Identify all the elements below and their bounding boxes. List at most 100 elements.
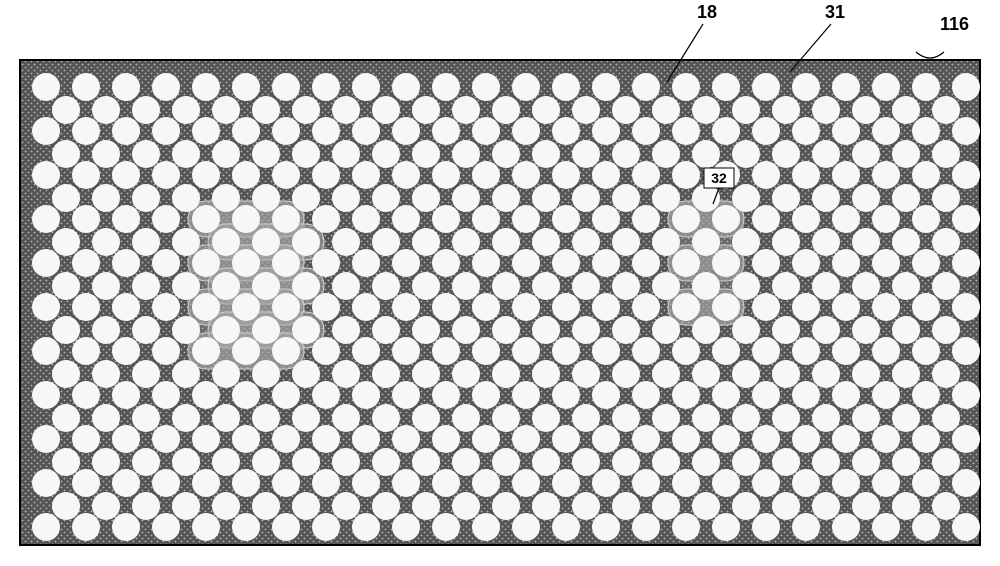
hole <box>152 425 180 453</box>
hole <box>412 96 440 124</box>
hole <box>712 205 740 233</box>
hole <box>492 360 520 388</box>
hole <box>552 381 580 409</box>
hole <box>892 404 920 432</box>
hole <box>112 469 140 497</box>
hole <box>572 140 600 168</box>
hole <box>332 184 360 212</box>
hole <box>552 513 580 541</box>
hole <box>212 184 240 212</box>
hole <box>172 360 200 388</box>
hole <box>872 249 900 277</box>
hole <box>932 316 960 344</box>
hole <box>732 228 760 256</box>
hole <box>492 272 520 300</box>
hole <box>572 96 600 124</box>
hole <box>852 404 880 432</box>
hole <box>932 140 960 168</box>
hole <box>912 337 940 365</box>
hole <box>472 337 500 365</box>
hole <box>372 228 400 256</box>
hole <box>112 73 140 101</box>
hole <box>812 96 840 124</box>
hole <box>632 161 660 189</box>
hole <box>152 381 180 409</box>
hole <box>812 360 840 388</box>
hole <box>752 249 780 277</box>
hole <box>152 249 180 277</box>
hole <box>632 117 660 145</box>
hole <box>952 293 980 321</box>
hole <box>452 272 480 300</box>
hole <box>212 228 240 256</box>
hole <box>332 272 360 300</box>
hole <box>472 425 500 453</box>
hole <box>532 492 560 520</box>
hole <box>32 205 60 233</box>
hole <box>932 404 960 432</box>
hole <box>612 228 640 256</box>
hole <box>932 184 960 212</box>
hole <box>852 272 880 300</box>
hole <box>632 73 660 101</box>
hole <box>72 469 100 497</box>
hole <box>632 425 660 453</box>
hole <box>692 404 720 432</box>
hole <box>72 249 100 277</box>
hole <box>532 228 560 256</box>
hole <box>912 425 940 453</box>
hole <box>192 425 220 453</box>
hole <box>832 117 860 145</box>
hole <box>432 425 460 453</box>
hole <box>212 492 240 520</box>
hole <box>492 184 520 212</box>
hole <box>512 293 540 321</box>
hole <box>912 469 940 497</box>
hole <box>712 381 740 409</box>
hole <box>872 73 900 101</box>
hole <box>732 140 760 168</box>
hole <box>852 360 880 388</box>
hole <box>792 249 820 277</box>
hole <box>392 381 420 409</box>
hole <box>792 205 820 233</box>
hole <box>192 161 220 189</box>
hole <box>852 96 880 124</box>
hole <box>392 117 420 145</box>
hole <box>112 513 140 541</box>
hole <box>792 337 820 365</box>
hole <box>792 381 820 409</box>
hole <box>372 272 400 300</box>
hole <box>632 337 660 365</box>
hole <box>592 469 620 497</box>
hole <box>752 513 780 541</box>
hole <box>252 140 280 168</box>
hole <box>932 272 960 300</box>
hole <box>852 492 880 520</box>
hole <box>292 96 320 124</box>
hole <box>952 73 980 101</box>
hole <box>612 492 640 520</box>
hole <box>432 117 460 145</box>
hole <box>132 448 160 476</box>
hole <box>32 73 60 101</box>
hole <box>532 272 560 300</box>
hole <box>292 228 320 256</box>
hole <box>32 469 60 497</box>
hole <box>72 425 100 453</box>
hole <box>292 316 320 344</box>
hole <box>272 513 300 541</box>
hole <box>292 492 320 520</box>
hole <box>612 140 640 168</box>
hole <box>492 228 520 256</box>
hole <box>352 205 380 233</box>
hole <box>172 316 200 344</box>
hole <box>892 184 920 212</box>
hole <box>512 469 540 497</box>
hole <box>952 381 980 409</box>
label-31: 31 <box>825 2 845 22</box>
hole <box>772 448 800 476</box>
hole <box>92 140 120 168</box>
hole <box>892 448 920 476</box>
hole <box>552 73 580 101</box>
